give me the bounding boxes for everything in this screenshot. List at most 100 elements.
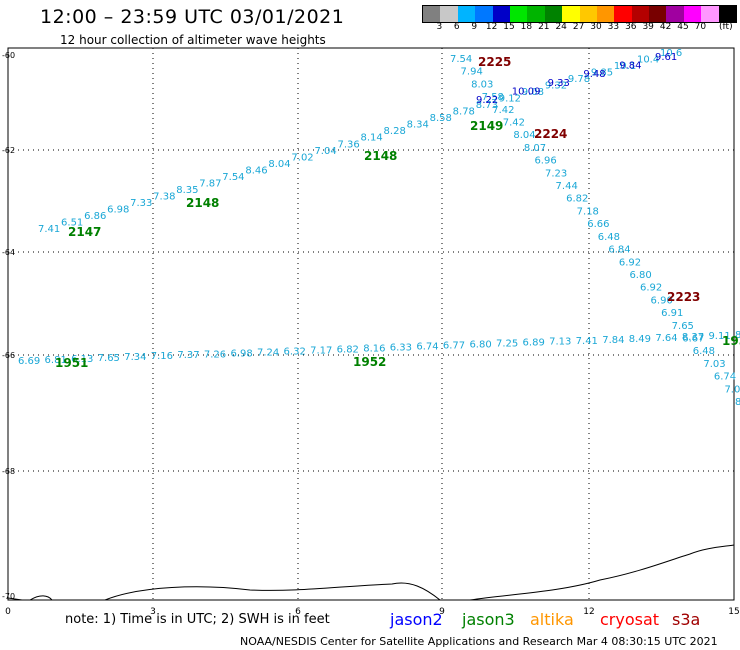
legend-tick-label: 3 bbox=[436, 22, 443, 32]
color-scale-legend bbox=[422, 5, 738, 23]
wave-height-label: 7.03 bbox=[703, 359, 725, 370]
y-axis-tick-label: -68 bbox=[2, 467, 15, 476]
wave-height-label: 7.87 bbox=[199, 178, 221, 189]
wave-height-label: 6.92 bbox=[640, 283, 662, 294]
satellite-legend-jason3: jason3 bbox=[462, 610, 515, 629]
wave-height-label: 7.13 bbox=[549, 337, 571, 348]
pass-number-label: 2147 bbox=[68, 225, 101, 239]
wave-height-label: 7.36 bbox=[337, 139, 359, 150]
wave-height-label: 9.78 bbox=[568, 74, 590, 85]
wave-height-label: 6.98 bbox=[107, 204, 129, 215]
legend-unit-label: (ft) bbox=[719, 22, 733, 32]
legend-tick-label: 24 bbox=[555, 22, 567, 32]
wave-height-label: 9.12 bbox=[499, 94, 521, 105]
wave-height-label: 8.73 bbox=[476, 100, 498, 111]
wave-height-label: 6.80 bbox=[469, 340, 491, 351]
y-axis-tick-label: -62 bbox=[2, 146, 15, 155]
wave-height-label: 7.26 bbox=[204, 349, 226, 360]
legend-swatch-4 bbox=[492, 6, 510, 22]
wave-height-label: 8.37 bbox=[682, 332, 704, 343]
wave-height-label: 8.00 bbox=[735, 397, 740, 408]
wave-height-label: 6.82 bbox=[566, 194, 588, 205]
wave-height-label: 6.89 bbox=[523, 338, 545, 349]
wave-height-label: 6.74 bbox=[714, 372, 736, 383]
y-axis-tick-label: -64 bbox=[2, 248, 15, 257]
x-axis-tick-label: 3 bbox=[150, 607, 156, 617]
x-axis-tick-label: 12 bbox=[583, 607, 594, 617]
legend-swatch-17 bbox=[718, 6, 737, 22]
legend-swatch-11 bbox=[614, 6, 632, 22]
wave-height-label: 7.01 bbox=[724, 384, 740, 395]
wave-height-label: 7.65 bbox=[672, 321, 694, 332]
wave-height-label: 9.22 bbox=[476, 95, 498, 106]
wave-height-label: 9.11 bbox=[708, 331, 730, 342]
note-text: note: 1) Time is in UTC; 2) SWH is in fe… bbox=[65, 612, 330, 627]
wave-height-label: 8.58 bbox=[430, 113, 452, 124]
satellite-legend-jason2: jason2 bbox=[390, 610, 443, 629]
y-axis-tick-label: -60 bbox=[2, 51, 15, 60]
pass-number-label: 2149 bbox=[470, 119, 503, 133]
wave-height-label: 6.80 bbox=[629, 270, 651, 281]
wave-height-label: 7.42 bbox=[503, 118, 525, 129]
coastline bbox=[7, 544, 735, 601]
wave-height-label: 8.34 bbox=[407, 120, 429, 131]
wave-height-label: 7.54 bbox=[222, 172, 244, 183]
wave-height-label: 6.81 bbox=[45, 355, 67, 366]
track-jason2[interactable]: 9.22 10.09 9.33 9.48 9.84 9.61 bbox=[476, 52, 677, 106]
legend-tick-label: 12 bbox=[485, 22, 498, 32]
legend-tick-label: 21 bbox=[538, 22, 550, 32]
legend-swatch-14 bbox=[666, 6, 684, 22]
pass-number-label: 2223 bbox=[667, 290, 700, 304]
pass-number-label: 1952 bbox=[353, 355, 386, 369]
wave-height-label: 8.28 bbox=[384, 126, 406, 137]
wave-height-label: 6.82 bbox=[337, 344, 359, 355]
legend-swatch-1 bbox=[440, 6, 458, 22]
wave-height-label: 8.16 bbox=[363, 343, 385, 354]
credit-text: NOAA/NESDIS Center for Satellite Applica… bbox=[240, 635, 718, 648]
wave-height-label: 7.37 bbox=[177, 350, 199, 361]
wave-height-label: 6.48 bbox=[693, 346, 715, 357]
wave-height-label: 6.67 bbox=[682, 333, 704, 344]
wave-height-label: 7.16 bbox=[151, 351, 173, 362]
wave-height-label: 8.49 bbox=[629, 334, 651, 345]
legend-swatch-16 bbox=[701, 6, 719, 22]
y-axis-tick-label: -70 bbox=[2, 592, 15, 601]
wave-height-label: 7.41 bbox=[38, 224, 60, 235]
x-axis-tick-label: 0 bbox=[5, 607, 11, 617]
pass-number-label: 1952 bbox=[722, 334, 740, 348]
wave-height-label: 7.58 bbox=[482, 92, 504, 103]
x-axis-tick-label: 9 bbox=[439, 607, 445, 617]
wave-height-label: 7.04 bbox=[314, 146, 336, 157]
satellite-legend-cryosat: cryosat bbox=[600, 610, 660, 629]
wave-height-label: 7.18 bbox=[577, 206, 599, 217]
track-jason3[interactable]: 7.416.516.866.987.337.388.357.877.548.46… bbox=[38, 48, 682, 239]
pass-number-label: 2148 bbox=[364, 149, 397, 163]
wave-height-label: 8.88 bbox=[735, 330, 740, 341]
legend-swatch-9 bbox=[579, 6, 597, 22]
wave-height-label: 7.38 bbox=[153, 191, 175, 202]
wave-height-label: 8.35 bbox=[176, 185, 198, 196]
pass-number-label: 2148 bbox=[186, 196, 219, 210]
wave-height-label: 9.32 bbox=[545, 81, 567, 92]
wave-height-label: 10.1 bbox=[614, 61, 636, 72]
legend-swatch-13 bbox=[649, 6, 667, 22]
legend-tick-label: 6 bbox=[453, 22, 460, 32]
track-jason3[interactable]: 6.69 6.81 6.13 7.65 7.34 7.16 7.37 7.26 6.98 7.24… bbox=[18, 330, 740, 370]
pass-number-label: 1951 bbox=[55, 356, 88, 370]
legend-tick-label: 18 bbox=[520, 22, 533, 32]
page-title: 12:00 – 23:59 UTC 03/01/2021 bbox=[40, 6, 345, 28]
wave-height-label: 8.04 bbox=[513, 130, 535, 141]
wave-height-label: 6.86 bbox=[84, 211, 106, 222]
wave-height-label: 7.34 bbox=[124, 352, 146, 363]
wave-height-label: 6.66 bbox=[587, 219, 609, 230]
track-cryosat[interactable]: 7.547.948.037.587.427.428.048.076.967.23… bbox=[450, 54, 740, 408]
wave-height-label: 7.25 bbox=[496, 339, 518, 350]
wave-height-label: 7.94 bbox=[461, 67, 483, 78]
wave-height-label: 8.46 bbox=[245, 165, 267, 176]
legend-swatch-5 bbox=[509, 6, 528, 22]
wave-height-label: 9.33 bbox=[548, 78, 570, 89]
legend-swatch-0 bbox=[423, 6, 441, 22]
legend-swatch-8 bbox=[562, 6, 580, 22]
wave-height-label: 6.48 bbox=[598, 232, 620, 243]
